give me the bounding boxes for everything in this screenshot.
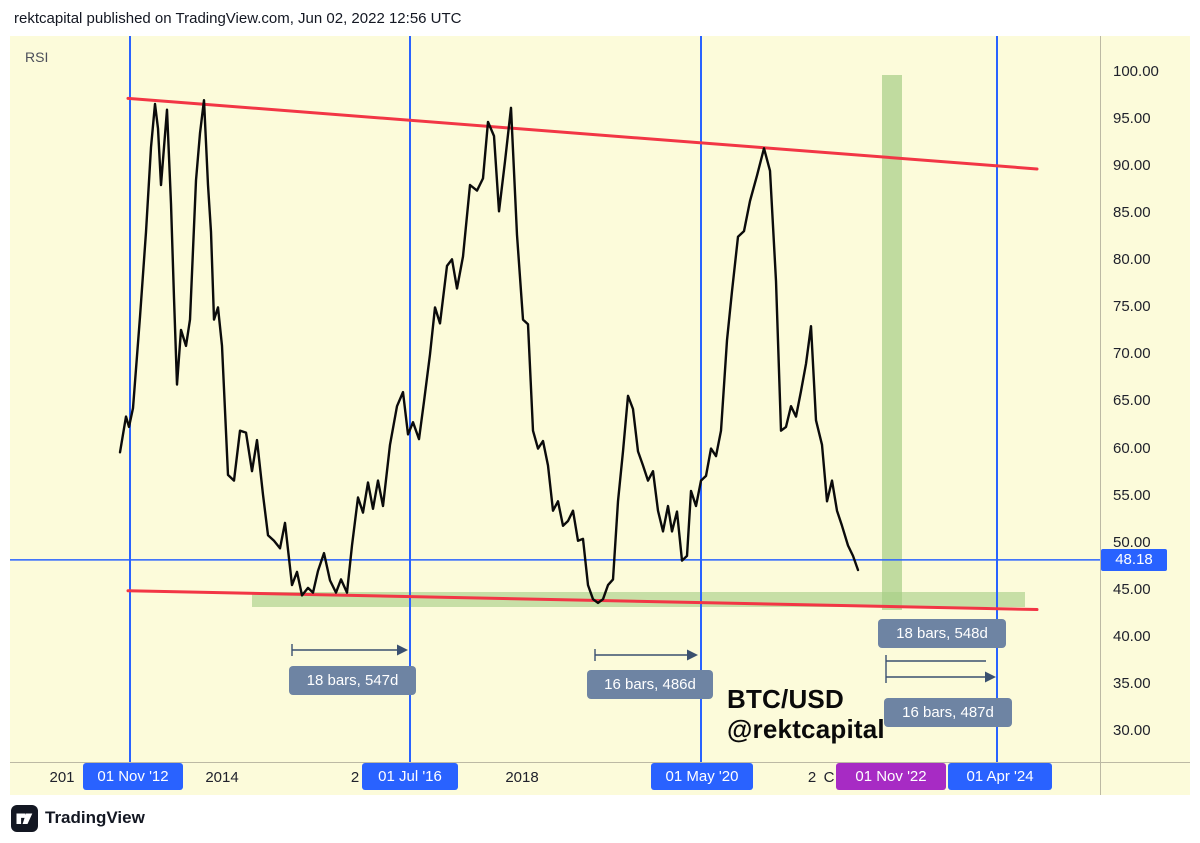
date-marker-01-may-20[interactable]: 01 May '20 [651,763,753,790]
price-scale-label: 85.00 [1113,204,1151,222]
tradingview-logo-icon[interactable] [11,805,38,832]
time-scale-label: 2 [807,769,817,786]
price-scale-label: 30.00 [1113,721,1151,739]
price-scale-label: 50.00 [1113,533,1151,551]
price-scale-label: 40.00 [1113,627,1151,645]
current-value-badge: 48.18 [1101,548,1167,571]
date-marker-01-nov-22[interactable]: 01 Nov '22 [836,763,946,790]
indicator-label: RSI [25,49,49,65]
price-scale-label: 80.00 [1113,251,1151,269]
publish-info-text: rektcapital published on TradingView.com… [14,9,462,27]
time-scale-label: 2018 [505,769,539,786]
time-scale-label: 2014 [205,769,239,786]
time-scale-label: 201 [49,769,75,786]
measure-label[interactable]: 16 bars, 486d [587,670,713,699]
watermark-author: @rektcapital [727,714,885,744]
time-scale-border [10,762,1190,763]
price-scale-label: 75.00 [1113,298,1151,316]
price-scale-label: 90.00 [1113,157,1151,175]
measure-label[interactable]: 18 bars, 548d [878,619,1006,648]
price-scale-label: 70.00 [1113,345,1151,363]
price-scale-label: 45.00 [1113,580,1151,598]
date-marker-01-nov-12[interactable]: 01 Nov '12 [83,763,183,790]
price-scale-label: 35.00 [1113,674,1151,692]
price-scale-label: 65.00 [1113,392,1151,410]
time-scale-label: 2 [350,769,360,786]
watermark-symbol: BTC/USD [727,684,844,714]
brand-name: TradingView [45,808,145,827]
price-scale-label: 100.00 [1113,63,1159,80]
price-scale-label: 55.00 [1113,486,1151,504]
footer: TradingView [0,795,1200,843]
publish-banner: rektcapital published on TradingView.com… [0,0,1200,36]
watermark: BTC/USD @rektcapital [727,684,885,744]
measure-label[interactable]: 18 bars, 547d [289,666,416,695]
date-marker-01-apr-24[interactable]: 01 Apr '24 [948,763,1052,790]
date-marker-01-jul-16[interactable]: 01 Jul '16 [362,763,458,790]
measure-label[interactable]: 16 bars, 487d [884,698,1012,727]
price-scale-label: 60.00 [1113,439,1151,457]
time-scale-label: C [823,769,835,786]
price-scale-label: 95.00 [1113,110,1151,128]
price-scale-border [1100,36,1101,795]
